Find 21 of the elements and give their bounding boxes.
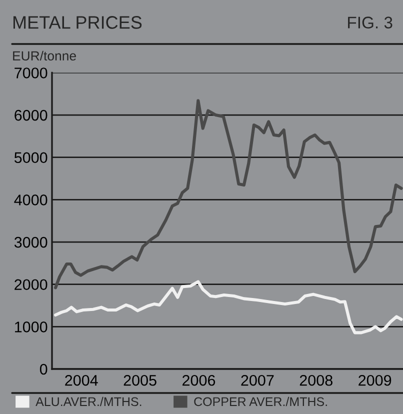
chart-subtitle: FIG. 3 <box>348 16 392 28</box>
legend-label: ALU.AVER./MTHS. <box>36 396 142 406</box>
y-tick-label: 1000 <box>15 322 48 332</box>
x-tick-label: 2005 <box>124 374 156 386</box>
line-series <box>54 280 403 334</box>
legend-label: COPPER AVER./MTHS. <box>194 396 327 406</box>
y-axis-title: EUR/tonne <box>13 50 76 61</box>
y-tick-label: 6000 <box>14 110 48 121</box>
y-tick-label: 3000 <box>14 236 48 248</box>
x-tick-label: 2009 <box>358 374 392 386</box>
y-tick-label: 5000 <box>14 152 48 164</box>
y-tick-label: 4000 <box>14 194 48 206</box>
y-tick-label: 0 <box>40 364 48 375</box>
y-tick-label: 7000 <box>14 68 48 78</box>
chart-title: METAL PRICES <box>13 16 142 29</box>
x-tick-label: 2008 <box>300 374 332 386</box>
x-tick-label: 2007 <box>241 374 274 386</box>
line-series <box>54 99 403 290</box>
x-tick-label: 2004 <box>65 374 98 386</box>
y-tick-label: 2000 <box>14 279 48 290</box>
x-tick-label: 2006 <box>182 374 216 386</box>
